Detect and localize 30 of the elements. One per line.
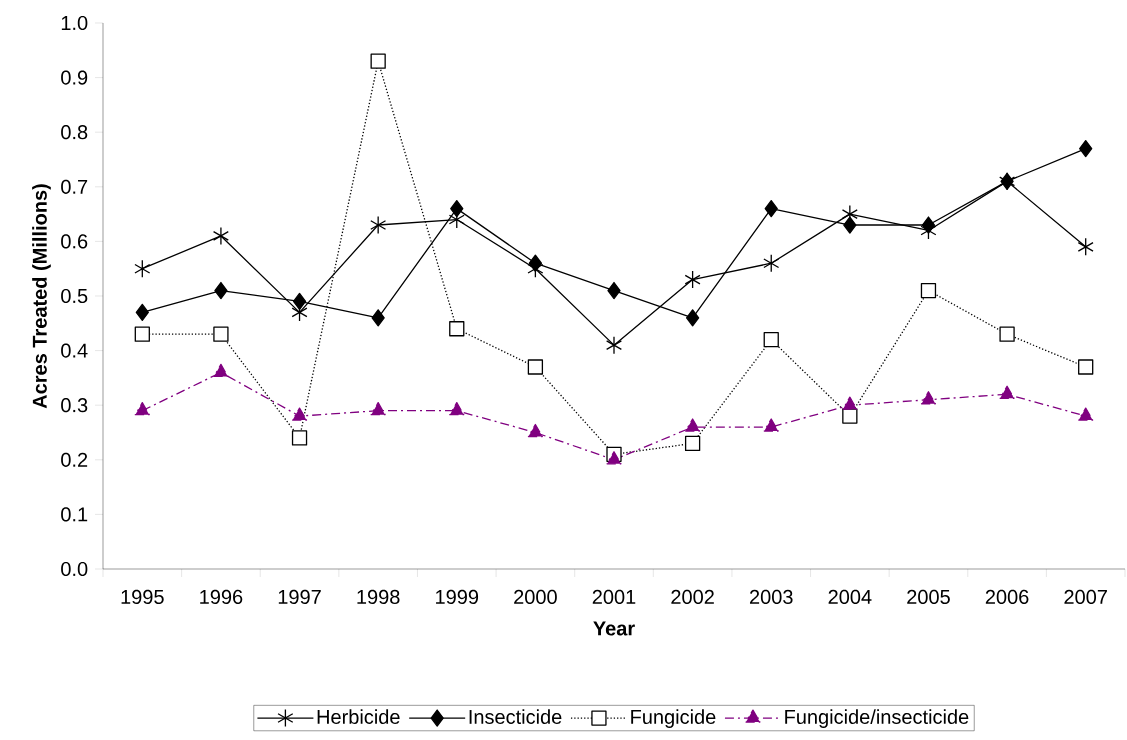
y-tick-label: 0.6 (61, 234, 88, 249)
legend-label: Fungicide (631, 709, 716, 728)
x-tick-label: 1999 (436, 589, 479, 605)
y-tick-label: 0.1 (61, 507, 88, 522)
x-tick-label: 2006 (985, 589, 1029, 605)
y-tick-label: 0.0 (61, 561, 88, 577)
y-tick-label: 0.7 (61, 179, 88, 194)
y-tick-label: 0.2 (61, 452, 88, 467)
y-axis-title: Acres Treated (Millions) (32, 184, 51, 409)
y-tick-label: 0.8 (61, 125, 88, 140)
x-tick-label: 1997 (278, 589, 321, 605)
x-tick-label: 2002 (671, 589, 714, 605)
y-tick-label: 0.3 (61, 398, 88, 413)
x-tick-label: 2001 (592, 589, 636, 605)
legend-label: Insecticide (469, 709, 562, 725)
x-tick-label: 1995 (121, 589, 164, 605)
x-tick-label: 1996 (200, 589, 243, 605)
x-tick-label: 2003 (749, 589, 793, 605)
y-tick-label: 0.9 (61, 70, 88, 85)
x-tick-label: 2000 (514, 589, 557, 605)
y-tick-label: 0.5 (61, 288, 88, 304)
legend-label: Fungicide/insecticide (785, 709, 969, 728)
y-tick-label: 1.0 (61, 15, 88, 31)
y-tick-label: 0.4 (61, 343, 88, 358)
x-tick-label: 2007 (1064, 589, 1107, 605)
x-tick-label: 2004 (828, 589, 872, 605)
x-axis-title: Year (593, 621, 635, 636)
x-tick-label: 1998 (357, 589, 400, 605)
x-tick-label: 2005 (907, 589, 950, 605)
legend-label: Herbicide (317, 709, 400, 725)
